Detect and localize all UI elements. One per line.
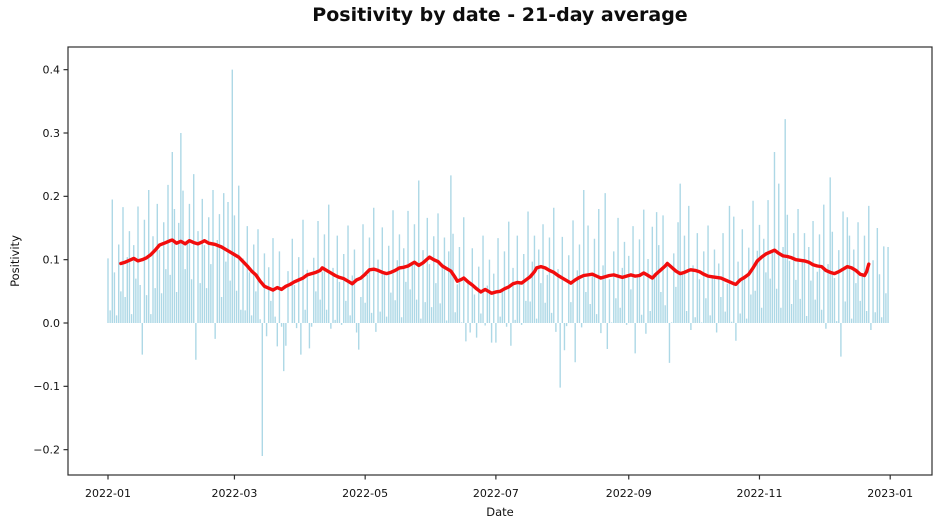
x-axis-label: Date (486, 505, 514, 519)
plot-border (67, 46, 933, 476)
y-tick-label: 0.0 (43, 317, 61, 330)
x-tick-label: 2022-03 (211, 487, 257, 500)
chart-dynamic-content: 0.4 0.3 0.2 0.1 0.0 −0.1 −0.2 2022-01 2022-03 202… (33, 46, 933, 500)
daily-positivity-bars (107, 69, 889, 456)
y-tick-label: 0.1 (43, 254, 61, 267)
x-tick-label: 2022-11 (736, 487, 782, 500)
y-tick-label: −0.1 (33, 380, 60, 393)
chart-title: Positivity by date - 21-day average (312, 4, 688, 26)
y-tick-label: −0.2 (33, 444, 60, 457)
y-tick-label: 0.4 (43, 64, 61, 77)
x-tick-label: 2022-07 (473, 487, 519, 500)
x-tick-label: 2022-05 (342, 487, 388, 500)
y-tick-label: 0.2 (43, 190, 61, 203)
x-tick-label: 2022-09 (606, 487, 652, 500)
y-axis-label: Positivity (8, 235, 22, 287)
x-tick-label: 2023-01 (867, 487, 913, 500)
y-tick-label: 0.3 (43, 127, 61, 140)
x-tick-label: 2022-01 (85, 487, 131, 500)
average-line (119, 238, 871, 295)
